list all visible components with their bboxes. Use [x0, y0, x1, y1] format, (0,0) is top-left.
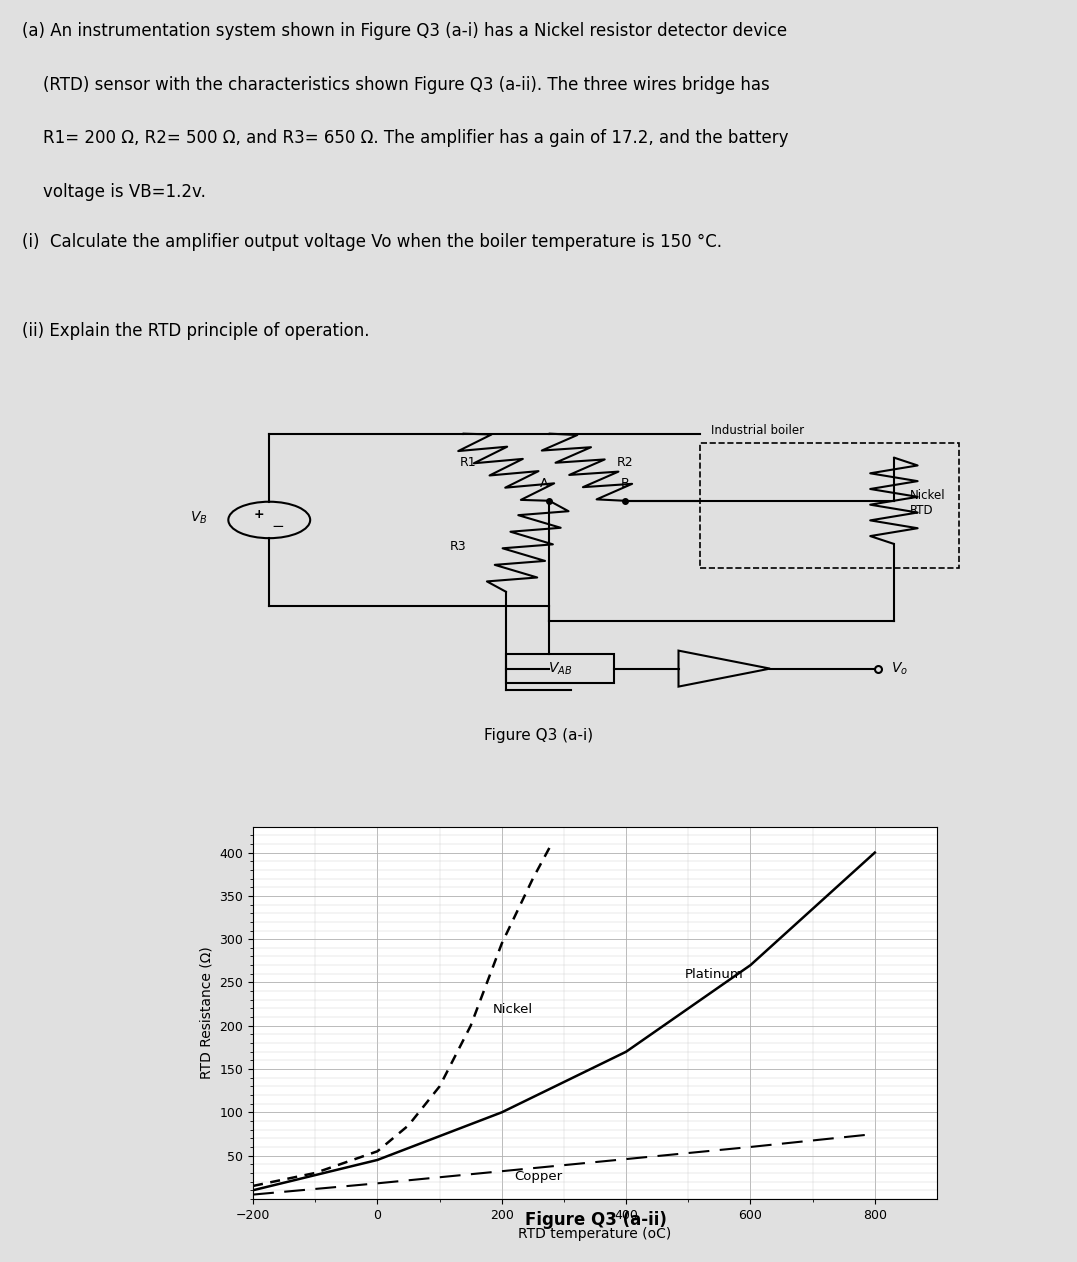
Text: A: A [540, 477, 548, 490]
Text: B: B [620, 477, 629, 490]
Y-axis label: RTD Resistance (Ω): RTD Resistance (Ω) [200, 946, 214, 1079]
Text: R1: R1 [460, 456, 477, 469]
Text: (RTD) sensor with the characteristics shown Figure Q3 (a-ii). The three wires br: (RTD) sensor with the characteristics sh… [22, 76, 769, 93]
Text: voltage is VB=1.2v.: voltage is VB=1.2v. [22, 183, 206, 201]
Text: $V_{AB}$: $V_{AB}$ [548, 660, 572, 676]
Text: +: + [253, 507, 264, 521]
Text: Nickel: Nickel [910, 490, 946, 502]
Text: −: − [271, 519, 284, 534]
Bar [506, 654, 614, 683]
Bar [700, 443, 959, 568]
X-axis label: RTD temperature (oC): RTD temperature (oC) [518, 1227, 672, 1242]
Text: Figure Q3 (a-i): Figure Q3 (a-i) [484, 728, 593, 743]
Text: R3: R3 [449, 540, 466, 553]
Text: Figure Q3 (a-ii): Figure Q3 (a-ii) [524, 1212, 667, 1229]
Text: Industrial boiler: Industrial boiler [711, 424, 803, 438]
Text: RTD: RTD [910, 504, 934, 517]
Text: (i)  Calculate the amplifier output voltage Vo when the boiler temperature is 15: (i) Calculate the amplifier output volta… [22, 233, 722, 251]
Text: Copper: Copper [514, 1170, 562, 1182]
Text: Platinum: Platinum [685, 968, 744, 981]
Text: $V_o$: $V_o$ [891, 660, 908, 676]
Text: Nickel: Nickel [492, 1003, 533, 1016]
Text: $V_B$: $V_B$ [191, 510, 208, 526]
Text: R2: R2 [616, 456, 633, 469]
Text: R1= 200 Ω, R2= 500 Ω, and R3= 650 Ω. The amplifier has a gain of 17.2, and the b: R1= 200 Ω, R2= 500 Ω, and R3= 650 Ω. The… [22, 130, 788, 148]
Text: (ii) Explain the RTD principle of operation.: (ii) Explain the RTD principle of operat… [22, 322, 369, 339]
Text: (a) An instrumentation system shown in Figure Q3 (a-i) has a Nickel resistor det: (a) An instrumentation system shown in F… [22, 21, 786, 40]
